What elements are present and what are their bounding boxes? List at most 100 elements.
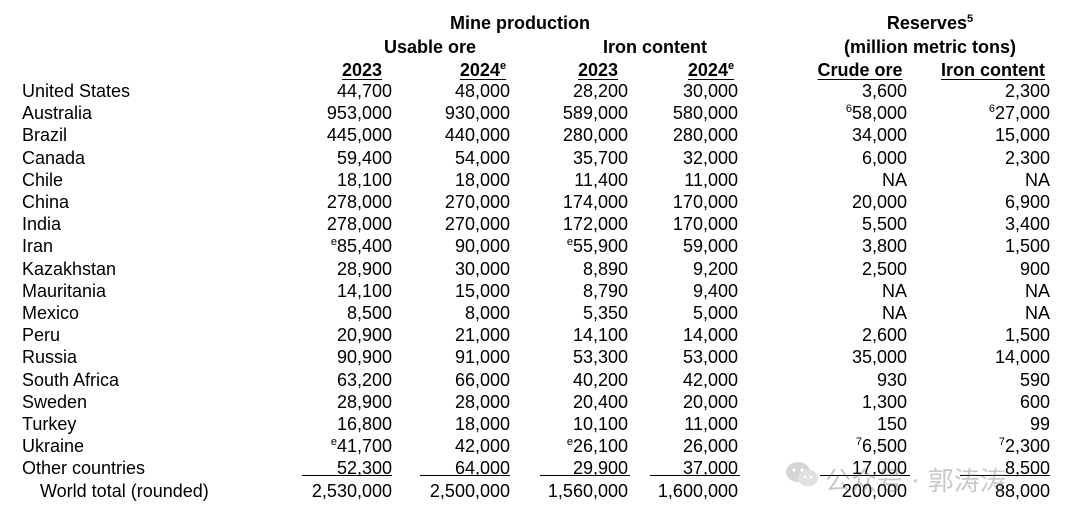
- cell-fe-2024-value: 280,000: [672, 125, 738, 146]
- cell-ore-2023: 2,530,000: [312, 480, 392, 502]
- cell-ore-2024-value: 270,000: [444, 214, 510, 235]
- cell-res-fe: 6,900: [1005, 191, 1050, 213]
- cell-res-fe-value: 3,400: [1004, 214, 1050, 235]
- cell-fe-2023-value: 29,900: [572, 458, 628, 479]
- header-reserves: Reserves5: [860, 12, 1000, 34]
- cell-fe-2023: 35,700: [573, 147, 628, 169]
- cell-country: Canada: [22, 147, 86, 168]
- cell-fe-2023-value: 174,000: [562, 192, 628, 212]
- cell-ore-2023-value: 41,700: [336, 436, 392, 457]
- cell-res-crude-value: NA: [881, 280, 907, 301]
- cell-ore-2023-value: 953,000: [326, 103, 392, 124]
- cell-res-fe-value: NA: [1024, 169, 1050, 190]
- cell-fe-2023: 174,000: [563, 191, 628, 213]
- cell-ore-2024-value: 90,000: [454, 236, 510, 257]
- cell-fe-2024-value: 11,000: [684, 169, 738, 190]
- cell-fe-2023: 14,100: [573, 324, 628, 346]
- cell-fe-2023-sup: e: [566, 436, 573, 449]
- cell-ore-2023: 52,300: [337, 457, 392, 479]
- cell-country: Sweden: [22, 391, 88, 412]
- cell-fe-2024: 26,000: [683, 435, 738, 457]
- cell-ore-2023: 59,400: [337, 147, 392, 169]
- cell-res-fe: 1,500: [1005, 324, 1050, 346]
- cell-res-crude-value: 6,000: [861, 147, 907, 168]
- total-rule-ore-2023: [302, 475, 392, 476]
- cell-fe-2024-value: 53,000: [682, 347, 738, 368]
- wechat-icon: [786, 462, 818, 487]
- cell-ore-2023: e41,700: [331, 435, 392, 457]
- cell-fe-2023: 20,400: [573, 391, 628, 413]
- cell-res-crude-value: 58,000: [851, 103, 907, 124]
- cell-ore-2023: e85,400: [331, 235, 392, 257]
- cell-fe-2023-value: 589,000: [562, 103, 628, 124]
- cell-ore-2023: 28,900: [337, 391, 392, 413]
- cell-ore-2023-value: 445,000: [326, 125, 392, 146]
- cell-fe-2024-value: 42,000: [682, 369, 738, 390]
- cell-fe-2024-value: 9,200: [692, 258, 738, 279]
- cell-country: Turkey: [22, 414, 77, 434]
- cell-res-fe-value: 600: [1019, 391, 1050, 412]
- cell-res-fe: 99: [1030, 413, 1050, 435]
- cell-ore-2023: 278,000: [327, 191, 392, 213]
- cell-fe-2023-value: 40,200: [572, 369, 628, 390]
- cell-res-fe-value: 2,300: [1004, 436, 1050, 457]
- cell-res-fe-value: 14,000: [994, 347, 1050, 368]
- cell-fe-2024: 170,000: [673, 191, 738, 213]
- cell-country: India: [22, 214, 62, 235]
- cell-fe-2023-value: 1,560,000: [547, 480, 628, 501]
- cell-ore-2023-value: 14,100: [336, 280, 392, 301]
- cell-res-fe: 600: [1020, 391, 1050, 413]
- cell-ore-2023: 16,800: [337, 413, 392, 435]
- cell-res-crude: 2,500: [862, 258, 907, 280]
- cell-country: Brazil: [22, 125, 68, 146]
- cell-res-fe: 590: [1020, 369, 1050, 391]
- cell-ore-2024-value: 64,000: [454, 458, 510, 479]
- cell-fe-2023: 10,100: [573, 413, 628, 435]
- cell-res-fe: NA: [1025, 280, 1050, 302]
- cell-res-crude: 658,000: [846, 102, 907, 124]
- cell-fe-2023: 172,000: [563, 213, 628, 235]
- cell-fe-2024: 1,600,000: [658, 480, 738, 502]
- cell-ore-2024: 440,000: [445, 124, 510, 146]
- cell-res-crude-value: 5,500: [861, 214, 907, 235]
- cell-fe-2023-value: 26,100: [572, 436, 628, 457]
- cell-res-fe-value: 15,000: [994, 125, 1050, 146]
- cell-ore-2023: 953,000: [327, 102, 392, 124]
- cell-res-crude: 34,000: [852, 124, 907, 146]
- cell-ore-2023-value: 278,000: [326, 214, 392, 235]
- cell-fe-2024: 170,000: [673, 213, 738, 235]
- cell-fe-2024-value: 32,000: [682, 147, 738, 168]
- cell-res-crude-value: 200,000: [841, 480, 907, 501]
- cell-res-crude: 200,000: [842, 480, 907, 502]
- cell-country: Other countries: [22, 458, 146, 479]
- cell-ore-2024: 18,000: [455, 413, 510, 435]
- cell-ore-2024-value: 8,000: [464, 303, 510, 323]
- col-ore-2023: 2023: [341, 60, 383, 80]
- cell-res-crude-value: 35,000: [851, 347, 907, 368]
- cell-res-fe-sup: 7: [998, 436, 1005, 449]
- cell-res-fe-sup: 6: [988, 103, 995, 116]
- cell-ore-2024: 15,000: [455, 280, 510, 302]
- cell-ore-2023: 28,900: [337, 258, 392, 280]
- cell-res-crude-value: 2,500: [861, 258, 907, 279]
- col-fe-2024-label: 2024: [687, 60, 728, 80]
- cell-res-crude-value: 930: [876, 369, 907, 390]
- cell-fe-2023-value: 10,100: [572, 414, 628, 434]
- cell-ore-2024-value: 30,000: [454, 258, 510, 279]
- cell-ore-2024-value: 18,000: [454, 169, 510, 190]
- col-fe-2024-sup: e: [727, 60, 735, 72]
- cell-ore-2024-value: 42,000: [454, 436, 510, 457]
- cell-fe-2023-value: 35,700: [572, 147, 628, 168]
- cell-ore-2023-sup: e: [330, 436, 337, 449]
- cell-res-fe-value: 8,500: [1004, 458, 1050, 479]
- cell-fe-2024-value: 37,000: [682, 458, 738, 479]
- col-res-crude-ore: Crude ore: [817, 60, 903, 80]
- cell-fe-2023: e55,900: [567, 235, 628, 257]
- cell-country: Chile: [22, 169, 64, 190]
- cell-fe-2023: 29,900: [573, 457, 628, 479]
- cell-ore-2023: 14,100: [337, 280, 392, 302]
- cell-res-fe-value: 2,300: [1004, 147, 1050, 168]
- cell-res-crude: NA: [882, 169, 907, 191]
- cell-fe-2024: 11,000: [684, 169, 738, 191]
- cell-fe-2024-value: 5,000: [692, 303, 738, 323]
